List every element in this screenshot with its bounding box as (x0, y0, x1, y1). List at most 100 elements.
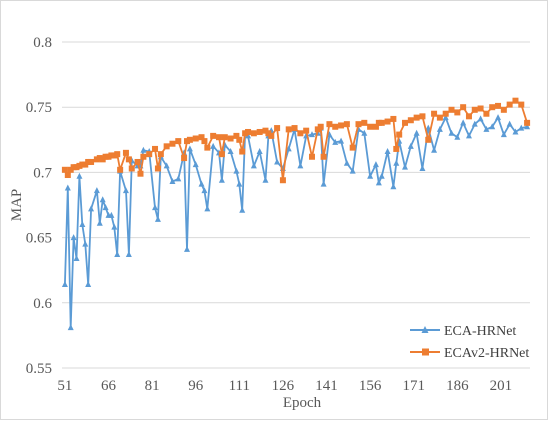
data-point (125, 156, 132, 163)
data-point (349, 144, 356, 151)
data-point (524, 123, 531, 130)
data-point (436, 114, 443, 121)
data-point (495, 102, 502, 109)
x-tick-label: 126 (272, 378, 295, 394)
data-point (285, 126, 292, 133)
legend-marker (422, 348, 429, 356)
data-point (442, 114, 449, 121)
data-point (233, 132, 240, 139)
legend-item: ECAv2-HRNet (410, 346, 529, 361)
data-point (500, 106, 507, 113)
data-point (268, 132, 275, 139)
data-point (215, 134, 222, 141)
x-tick-label: 156 (359, 378, 382, 394)
data-point (169, 140, 176, 147)
y-tick-label: 0.6 (33, 296, 52, 312)
data-point (186, 136, 193, 143)
data-point (227, 135, 234, 142)
data-point (419, 113, 426, 120)
data-point (64, 184, 71, 191)
x-tick-label: 141 (315, 378, 338, 394)
data-point (128, 165, 135, 172)
legend-item: ECA-HRNet (410, 324, 516, 339)
series-line (64, 116, 528, 329)
data-point (355, 121, 362, 128)
y-tick-label: 0.7 (33, 165, 52, 181)
data-point (483, 110, 490, 117)
data-point (152, 145, 159, 152)
data-point (198, 180, 205, 187)
x-axis-ticks: 51 66 81 96 111 126 141 156 171 186 201 (57, 378, 512, 394)
data-point (183, 245, 190, 252)
data-point (250, 130, 257, 137)
data-point (419, 164, 426, 171)
data-point (297, 130, 304, 137)
data-point (122, 149, 129, 156)
y-tick-label: 0.75 (26, 100, 52, 116)
series-2 (61, 97, 531, 184)
data-point (236, 136, 243, 143)
data-point (413, 129, 420, 136)
data-point (99, 196, 106, 203)
data-point (114, 251, 121, 258)
x-tick-label: 171 (402, 378, 425, 394)
data-point (279, 177, 286, 184)
data-point (454, 133, 461, 140)
data-point (402, 119, 409, 126)
data-point (361, 129, 368, 136)
data-point (372, 123, 379, 130)
series-1 (61, 114, 531, 331)
data-point (431, 110, 438, 117)
data-point (163, 143, 170, 150)
y-tick-label: 0.65 (26, 231, 52, 247)
data-point (407, 117, 414, 124)
y-axis-ticks: 0.55 0.6 0.65 0.7 0.75 0.8 (26, 35, 53, 377)
data-point (239, 206, 246, 213)
data-point (465, 132, 472, 139)
data-point (239, 148, 246, 155)
data-point (506, 101, 513, 108)
x-tick-label: 201 (490, 378, 513, 394)
data-point (210, 142, 217, 149)
data-point (349, 167, 356, 174)
data-point (332, 123, 339, 130)
data-point (201, 187, 208, 194)
data-point (256, 128, 263, 135)
data-point (393, 159, 400, 166)
y-tick-label: 0.55 (26, 361, 52, 377)
data-point (390, 115, 397, 122)
data-point (61, 281, 68, 288)
data-point (448, 106, 455, 113)
x-tick-label: 96 (188, 378, 204, 394)
x-tick-label: 66 (101, 378, 117, 394)
data-point (122, 187, 129, 194)
data-point (64, 172, 71, 179)
data-point (169, 178, 176, 185)
data-point (431, 146, 438, 153)
data-point (390, 183, 397, 190)
data-point (227, 148, 234, 155)
data-point (442, 110, 449, 117)
data-point (518, 124, 525, 131)
data-point (308, 131, 315, 138)
data-point (204, 205, 211, 212)
data-point (407, 142, 414, 149)
data-point (102, 204, 109, 211)
data-point (186, 145, 193, 152)
data-point (181, 155, 188, 162)
data-point (378, 172, 385, 179)
data-point (291, 125, 298, 132)
legend-label: ECAv2-HRNet (444, 346, 529, 361)
data-point (425, 124, 432, 131)
data-point (108, 211, 115, 218)
data-point (489, 123, 496, 130)
x-tick-label: 111 (229, 378, 250, 394)
data-point (154, 165, 161, 172)
data-point (454, 109, 461, 116)
data-point (256, 148, 263, 155)
data-point (372, 161, 379, 168)
data-point (73, 254, 80, 261)
data-point (85, 281, 92, 288)
data-point (320, 153, 327, 160)
y-axis-title: MAP (9, 189, 25, 222)
